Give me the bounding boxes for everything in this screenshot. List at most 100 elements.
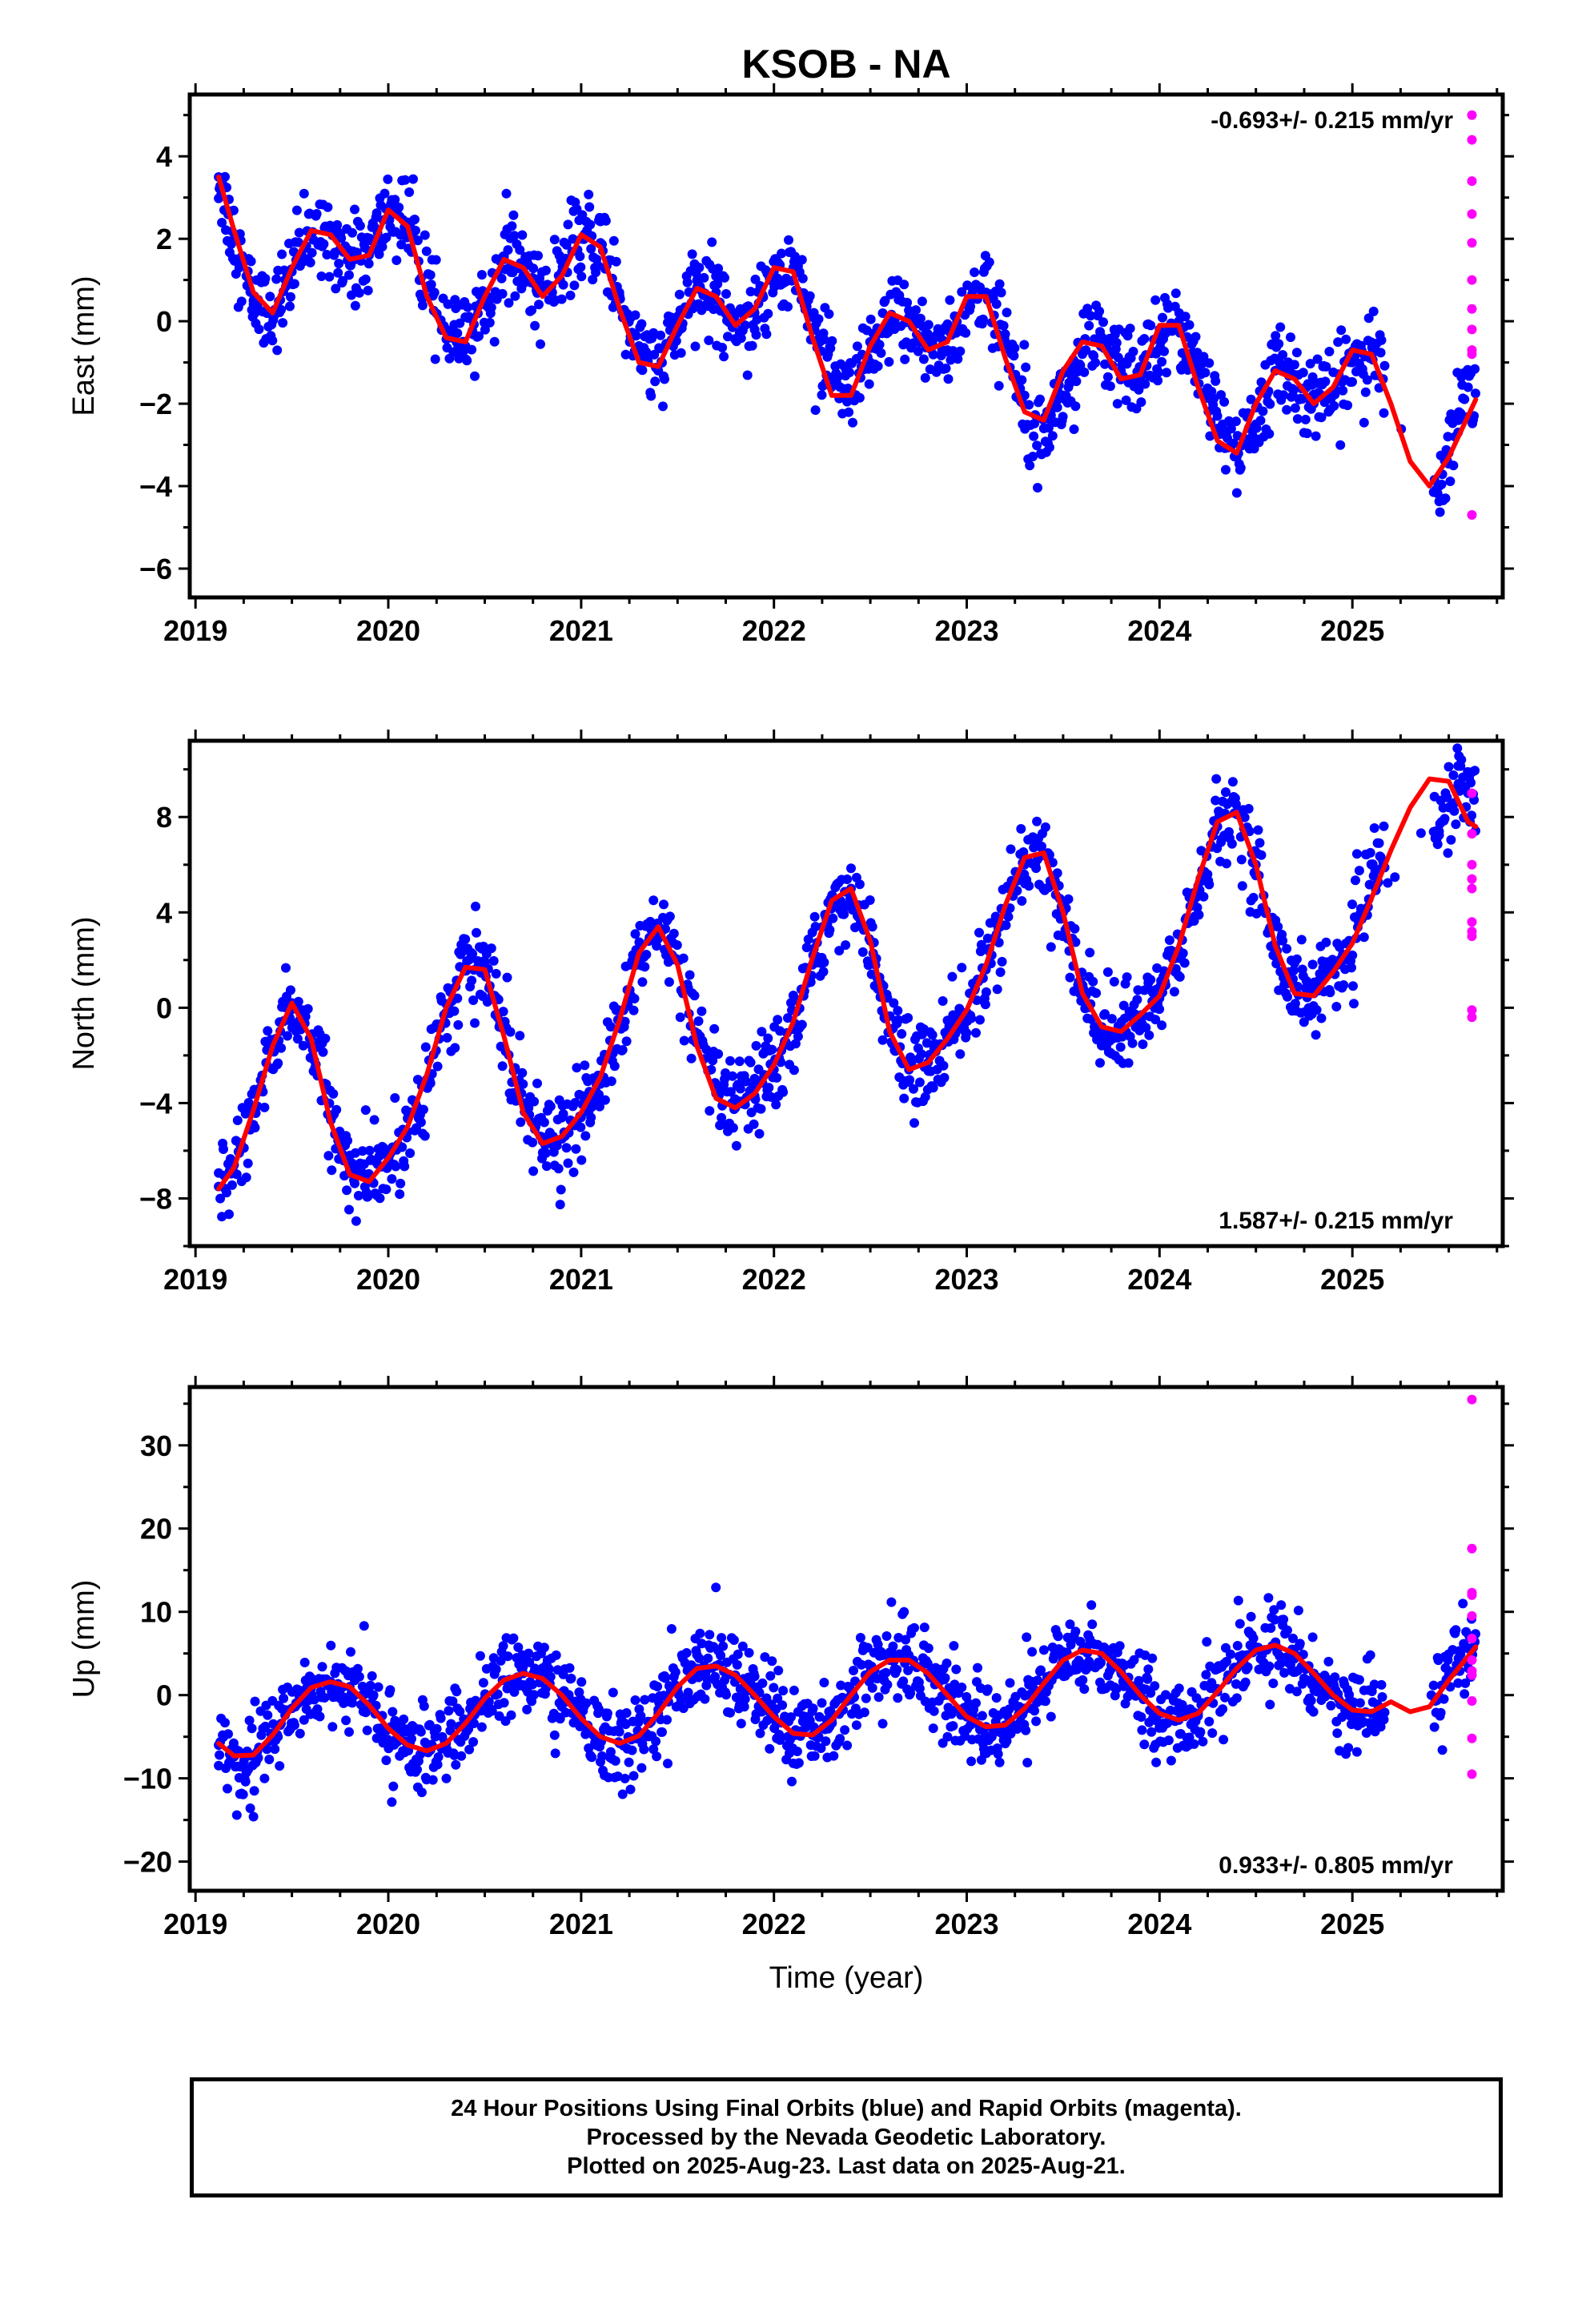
final-orbit-point [1321,361,1331,372]
final-orbit-point [1144,1030,1154,1040]
final-orbit-point [842,1740,853,1751]
final-orbit-point [555,1714,565,1724]
final-orbit-point [1111,338,1122,348]
final-orbit-point [333,267,343,278]
final-orbit-point [757,1678,768,1688]
final-orbit-point [662,1715,672,1725]
final-orbit-point [1150,1015,1161,1025]
final-orbit-point [400,175,411,185]
final-orbit-point [1154,367,1164,377]
final-orbit-point [809,1751,820,1761]
final-orbit-point [731,1140,741,1151]
final-orbit-point [966,1756,977,1767]
final-orbit-point [1016,824,1026,834]
final-orbit-point [1153,376,1163,386]
final-orbit-point [1038,1645,1049,1655]
final-orbit-point [740,320,750,331]
final-orbit-point [1174,1683,1184,1694]
chart-title: KSOB - NA [741,42,950,86]
final-orbit-point [1265,1699,1275,1710]
final-orbit-point [749,1119,759,1129]
final-orbit-point [893,1006,903,1015]
final-orbit-point [516,1117,526,1128]
final-orbit-point [1460,1678,1471,1688]
final-orbit-point [346,1647,355,1657]
final-orbit-point [420,1131,430,1141]
final-orbit-point [751,330,761,340]
final-orbit-point [1429,1722,1439,1732]
final-orbit-point [1256,850,1267,860]
final-orbit-point [1446,834,1456,845]
final-orbit-point [789,1685,799,1695]
final-orbit-point [1439,814,1450,824]
final-orbit-point [938,1060,949,1071]
final-orbit-point [1021,1725,1031,1735]
final-orbit-point [905,1075,915,1085]
final-orbit-point [222,1188,231,1198]
final-orbit-point [861,1693,871,1703]
final-orbit-point [331,1104,342,1115]
rapid-orbit-point [1467,1543,1477,1554]
final-orbit-point [761,329,772,340]
final-orbit-point [1369,823,1379,833]
final-orbit-point [419,1701,429,1711]
final-orbit-point [842,875,853,884]
final-orbit-point [766,1092,777,1102]
final-orbit-point [1075,1636,1086,1647]
final-orbit-point [285,301,295,312]
final-orbit-point [617,1789,628,1799]
final-orbit-point [1222,1656,1231,1667]
final-orbit-point [1212,411,1223,421]
final-orbit-point [362,1725,372,1735]
final-orbit-point [491,968,501,979]
final-orbit-point [424,1719,435,1730]
final-orbit-point [650,376,661,387]
final-orbit-point [1202,1637,1212,1647]
final-orbit-point [877,308,888,318]
final-orbit-point [1031,1716,1042,1727]
final-orbit-point [1009,351,1019,361]
final-orbit-point [1290,403,1300,413]
final-orbit-point [1274,339,1284,349]
final-orbit-point [825,343,836,353]
final-orbit-point [299,1658,310,1667]
final-orbit-point [1288,384,1299,395]
final-orbit-point [357,1146,367,1156]
final-orbit-point [312,1704,323,1715]
final-orbit-point [249,1786,259,1796]
final-orbit-point [1204,1716,1215,1727]
final-orbit-point [1341,334,1351,344]
final-orbit-point [703,1653,713,1663]
final-orbit-point [899,279,909,290]
final-orbit-point [857,947,868,957]
final-orbit-point [629,994,640,1003]
final-orbit-point [528,1137,538,1148]
final-orbit-point [416,1787,427,1798]
final-orbit-point [704,336,714,345]
final-orbit-point [1362,375,1372,385]
final-orbit-point [1198,1736,1208,1747]
final-orbit-point [829,1751,839,1761]
final-orbit-point [914,1683,925,1694]
final-orbit-point [1184,320,1195,330]
final-orbit-point [1374,838,1384,848]
final-orbit-point [467,975,477,986]
y-tick-label: −10 [123,1763,172,1795]
final-orbit-point [1058,390,1068,400]
final-orbit-point [586,1112,596,1123]
final-orbit-point [717,1112,727,1123]
final-orbit-point [1435,507,1445,517]
final-orbit-point [982,1684,993,1695]
y-tick-label: 30 [140,1429,172,1462]
final-orbit-point [1283,991,1292,1002]
final-orbit-point [1243,803,1254,814]
final-orbit-point [267,336,278,346]
final-orbit-point [506,1710,516,1720]
final-orbit-point [1194,910,1204,920]
final-orbit-point [1367,859,1377,870]
rapid-orbit-point [1467,874,1477,884]
final-orbit-point [690,341,701,352]
final-orbit-point [576,262,586,272]
final-orbit-point [1291,348,1302,358]
final-orbit-point [1328,390,1339,400]
